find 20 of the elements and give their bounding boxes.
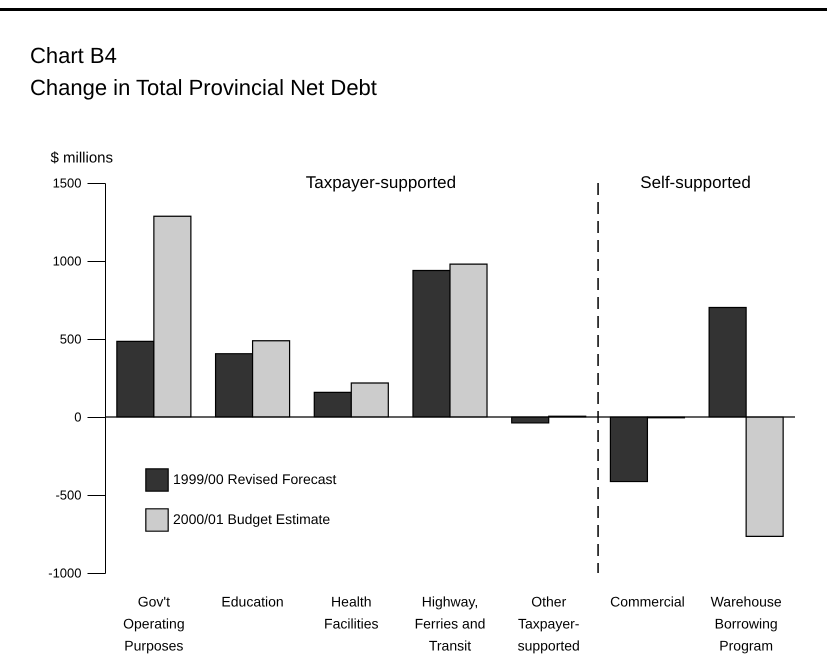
- x-tick-label: Education: [221, 594, 284, 610]
- x-tick-label: Health Facilities: [324, 594, 379, 632]
- legend-label: 2000/01 Budget Estimate: [173, 511, 330, 527]
- y-tick-label: 500: [60, 332, 82, 346]
- annotation: Self-supported: [640, 173, 751, 192]
- y-tick-label: 1000: [52, 254, 82, 268]
- x-tick-label: Commercial: [610, 594, 685, 610]
- chart-title: Chart B4: [30, 43, 117, 68]
- x-tick-label: Highway, Ferries and Transit: [414, 594, 486, 654]
- x-tick-label: Warehouse Borrowing Program: [710, 594, 782, 654]
- y-tick-label: 1500: [52, 176, 82, 190]
- x-tick-label: Gov't Operating Purposes: [123, 594, 185, 654]
- y-axis-title: $ millions: [50, 150, 114, 166]
- legend-label: 1999/00 Revised Forecast: [173, 471, 337, 487]
- y-tick-label: -1000: [48, 566, 82, 580]
- chart-subtitle: Change in Total Provincial Net Debt: [30, 75, 377, 100]
- annotation: Taxpayer-supported: [306, 173, 456, 192]
- y-tick-label: -500: [55, 488, 82, 502]
- x-tick-label: Other Taxpayer-supported: [518, 594, 580, 654]
- y-tick-label: 0: [74, 410, 82, 424]
